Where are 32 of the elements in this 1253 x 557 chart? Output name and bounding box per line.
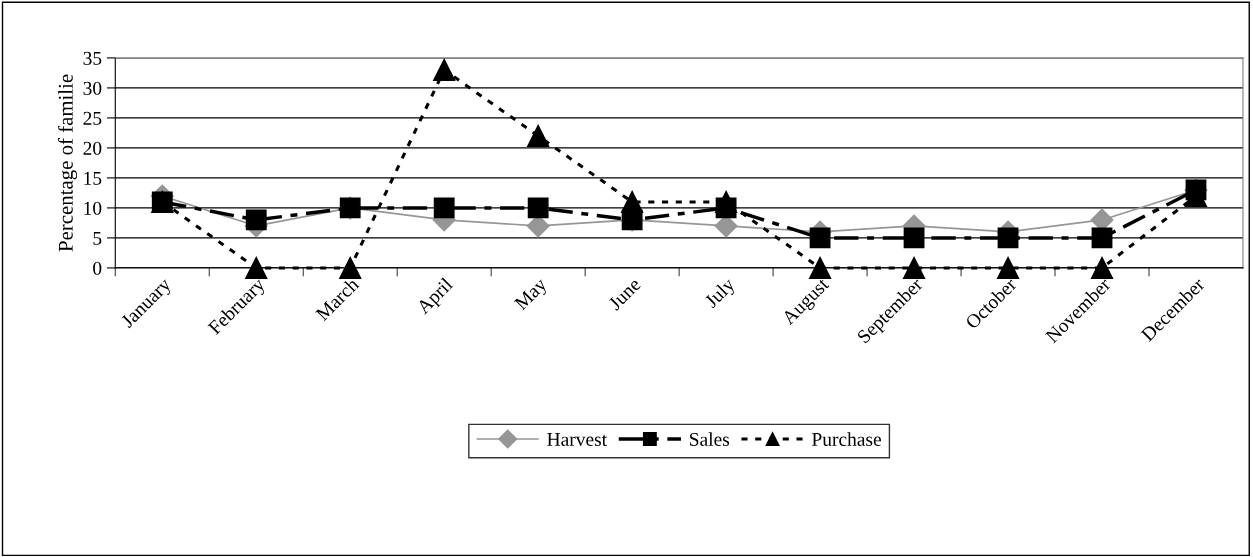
point [433, 58, 456, 82]
point [997, 227, 1019, 249]
y-tick-label: 25 [83, 111, 102, 125]
point [715, 190, 738, 214]
y-tick-label: 10 [84, 201, 102, 215]
point [902, 256, 926, 280]
point [527, 197, 549, 219]
legend-label: Purchase [812, 432, 881, 446]
point [339, 256, 362, 280]
y-tick-label: 0 [93, 261, 102, 275]
point [245, 256, 268, 280]
point [527, 124, 550, 148]
legend-label: Harvest [547, 433, 607, 446]
x-tick-label: July [703, 276, 739, 312]
point [809, 227, 831, 249]
x-tick-label: June [607, 277, 642, 311]
point [996, 256, 1020, 280]
point [621, 190, 644, 214]
point [1091, 227, 1113, 249]
y-tick-label: 20 [83, 141, 102, 155]
x-tick-label: May [513, 276, 551, 314]
point [433, 197, 455, 219]
y-tick-label: 35 [83, 51, 102, 65]
point [808, 256, 832, 280]
point [903, 227, 925, 249]
point [245, 209, 267, 231]
legend-label: Sales [690, 432, 730, 446]
y-tick-label: 5 [93, 231, 102, 245]
y-tick-label: 30 [83, 81, 102, 95]
point [1090, 256, 1114, 280]
y-tick-label: 15 [84, 171, 102, 185]
y-axis-title: Percentage of familie [57, 74, 78, 252]
